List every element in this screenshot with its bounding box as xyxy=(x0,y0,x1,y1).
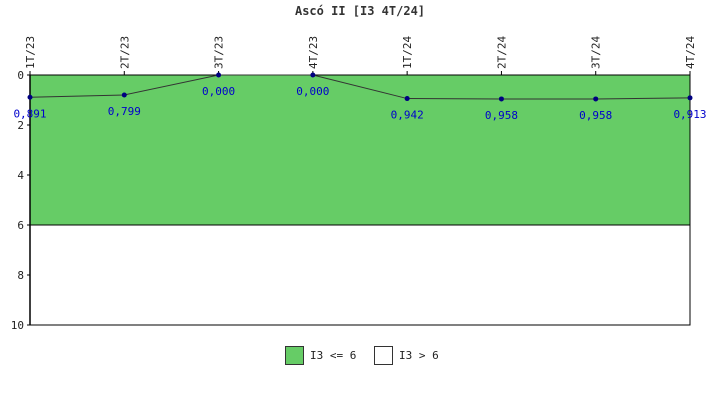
data-label: 0,000 xyxy=(202,85,235,98)
y-tick-label: 4 xyxy=(17,169,24,182)
legend-item-high: I3 > 6 xyxy=(374,344,439,366)
x-tick-label: 2T/23 xyxy=(118,36,131,69)
legend-item-low: I3 <= 6 xyxy=(285,344,356,366)
x-tick-label: 1T/24 xyxy=(401,36,414,69)
data-point xyxy=(121,92,127,98)
data-label: 0,891 xyxy=(13,107,46,120)
axes xyxy=(29,75,691,326)
data-point xyxy=(687,95,693,101)
x-tick-label: 4T/24 xyxy=(684,36,697,69)
data-labels: 0,891 0,799 0,000 0,000 0,942 0,958 0,958 0,913 xyxy=(13,85,706,122)
data-points xyxy=(27,72,693,102)
data-label: 0,958 xyxy=(485,109,518,122)
y-tick-label: 8 xyxy=(17,269,24,282)
x-tick-label: 3T/24 xyxy=(590,36,603,69)
x-tick-label: 2T/24 xyxy=(495,36,508,69)
legend-label-low: I3 <= 6 xyxy=(310,348,357,362)
x-tick-label: 3T/23 xyxy=(213,36,226,69)
series-polyline xyxy=(29,74,691,100)
data-label: 0,000 xyxy=(296,85,329,98)
chart-title: Ascó II [I3 4T/24] xyxy=(295,4,425,18)
y-axis-tick-labels: 0 2 4 6 8 10 xyxy=(11,69,30,332)
legend-swatch-high xyxy=(374,345,393,365)
data-point xyxy=(593,96,599,102)
x-tick-label: 4T/23 xyxy=(307,36,320,69)
x-axis-tick-labels: 1T/23 2T/23 3T/23 4T/23 1T/24 2T/24 3T/24 4T/24 xyxy=(24,36,697,75)
data-label: 0,942 xyxy=(391,109,424,122)
legend: I3 <= 6 I3 > 6 xyxy=(0,344,720,368)
threshold-bands xyxy=(29,74,691,326)
data-label: 0,958 xyxy=(579,109,612,122)
band-1 xyxy=(29,224,691,326)
legend-swatch-low xyxy=(285,345,304,365)
y-tick-label: 10 xyxy=(11,319,24,332)
y-tick-label: 6 xyxy=(17,219,24,232)
data-point xyxy=(404,96,410,102)
x-tick-label: 1T/23 xyxy=(24,36,37,69)
data-point xyxy=(27,94,33,100)
y-tick-label: 0 xyxy=(17,69,24,82)
y-tick-label: 2 xyxy=(17,119,24,132)
series-line xyxy=(29,74,691,100)
data-point xyxy=(498,96,504,102)
legend-label-high: I3 > 6 xyxy=(399,348,439,362)
data-label: 0,799 xyxy=(108,105,141,118)
band-0 xyxy=(29,74,691,226)
data-point xyxy=(216,72,222,78)
data-label: 0,913 xyxy=(673,108,706,121)
data-point xyxy=(310,72,316,78)
